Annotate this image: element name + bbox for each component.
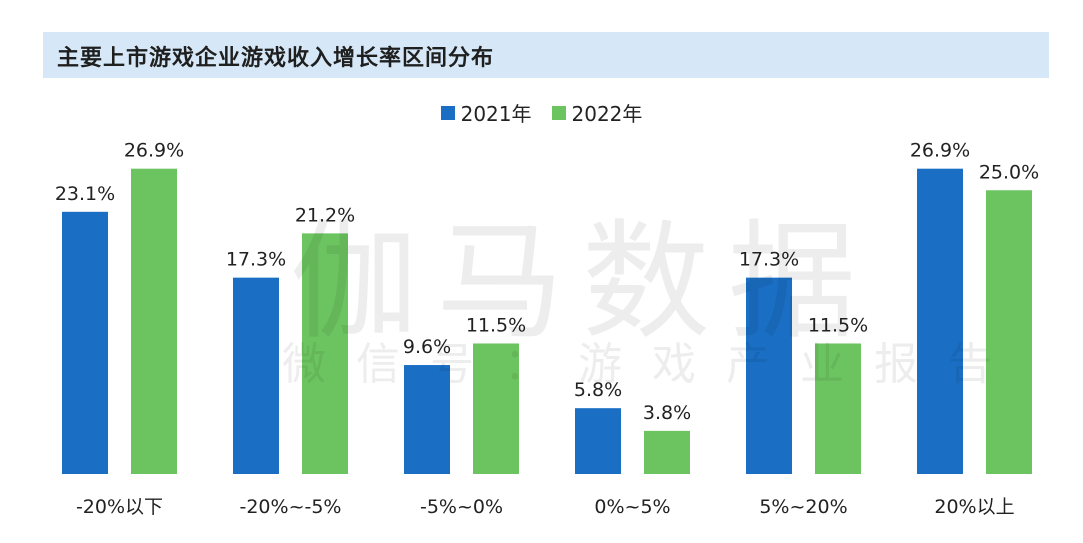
- legend-item-2022: 2022年: [551, 98, 643, 127]
- data-label-2022-1: 21.2%: [295, 204, 355, 226]
- data-label-2022-2: 11.5%: [466, 314, 526, 336]
- bar-2022-5: [986, 190, 1032, 474]
- data-label-2021-4: 17.3%: [739, 249, 799, 271]
- bar-2021-3: [575, 408, 621, 474]
- bar-2021-0: [62, 211, 108, 474]
- bar-2022-3: [644, 430, 690, 474]
- data-label-2021-5: 26.9%: [910, 140, 970, 162]
- category-label-2: -5%~0%: [420, 496, 503, 518]
- data-label-2021-3: 5.8%: [574, 379, 622, 401]
- data-label-2022-4: 11.5%: [808, 314, 868, 336]
- legend: 2021年 2022年: [0, 98, 1083, 127]
- category-label-5: 20%以上: [934, 496, 1014, 518]
- data-label-2021-2: 9.6%: [403, 336, 451, 358]
- legend-label-2022: 2022年: [571, 102, 643, 126]
- title-bar: 主要上市游戏企业游戏收入增长率区间分布: [43, 32, 1049, 78]
- data-label-2021-1: 17.3%: [226, 249, 286, 271]
- bar-2022-0: [131, 168, 177, 474]
- data-label-2022-0: 26.9%: [124, 140, 184, 162]
- bar-2021-5: [917, 168, 963, 474]
- legend-swatch-2021: [440, 105, 455, 120]
- bar-2021-1: [233, 277, 279, 474]
- data-label-2022-5: 25.0%: [979, 161, 1039, 183]
- category-label-3: 0%~5%: [594, 496, 670, 518]
- legend-item-2021: 2021年: [440, 98, 532, 127]
- category-label-1: -20%~-5%: [239, 496, 341, 518]
- chart-title: 主要上市游戏企业游戏收入增长率区间分布: [57, 46, 495, 71]
- category-label-4: 5%~20%: [759, 496, 847, 518]
- legend-label-2021: 2021年: [460, 102, 532, 126]
- bar-2021-2: [404, 365, 450, 474]
- data-label-2021-0: 23.1%: [55, 183, 115, 205]
- legend-swatch-2022: [551, 105, 566, 120]
- bar-2022-2: [473, 343, 519, 474]
- bar-2022-4: [815, 343, 861, 474]
- bar-2021-4: [746, 277, 792, 474]
- data-label-2022-3: 3.8%: [643, 402, 691, 424]
- bar-2022-1: [302, 233, 348, 474]
- category-label-0: -20%以下: [76, 496, 163, 518]
